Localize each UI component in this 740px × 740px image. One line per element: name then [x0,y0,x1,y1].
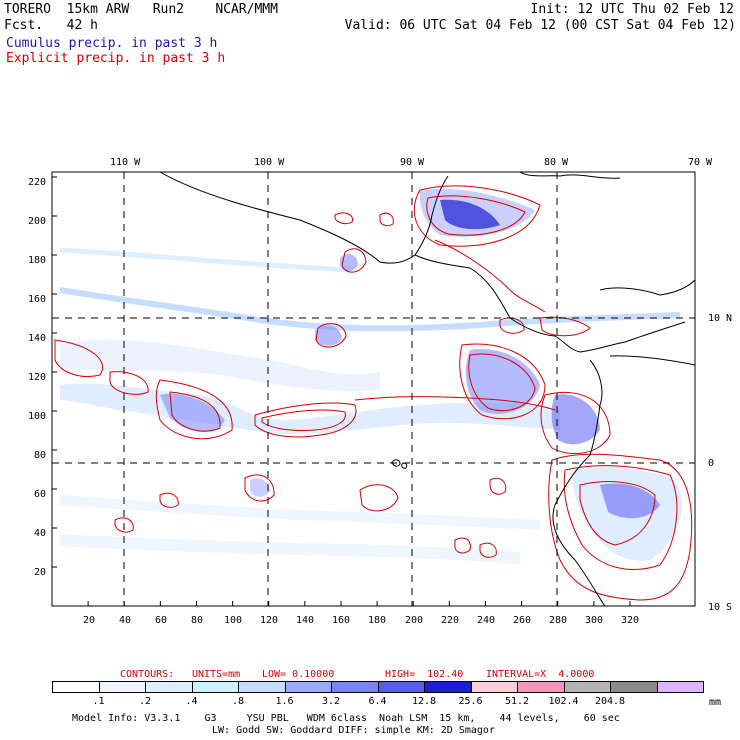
map-frame [51,171,696,607]
contour-label: CONTOURS: [120,669,175,680]
colorbar-bin [517,681,565,693]
y-tick-200: 200 [28,216,47,227]
y-tick-100: 100 [28,411,47,422]
x-tick-240: 240 [477,615,496,626]
precip-fields [54,185,693,601]
colorbar-bin [145,681,193,693]
x-tick-180: 180 [368,615,387,626]
x-tick-280: 280 [549,615,568,626]
lon-label-90w: 90 W [400,157,425,168]
model-title: TORERO 15km ARW Run2 NCAR/MMM [4,2,278,17]
y-tick-120: 120 [28,372,47,383]
y-tick-140: 140 [28,333,47,344]
x-tick-260: 260 [513,615,532,626]
model-info: Model Info: V3.3.1 G3 YSU PBL WDM 6class… [72,713,620,724]
colorbar-label: 102.4 [548,696,579,707]
colorbar-bin [424,681,472,693]
cumulus-precip [59,188,682,564]
colorbar-label: 1.6 [275,696,294,707]
colorbar-bin [238,681,286,693]
lon-label-100w: 100 W [254,157,285,168]
x-tick-300: 300 [585,615,604,626]
colorbar-bin [563,681,611,693]
y-tick-180: 180 [28,255,47,266]
lon-label-110w: 110 W [110,157,141,168]
colorbar-bin [191,681,239,693]
colorbar-bin [470,681,518,693]
x-tick-320: 320 [621,615,640,626]
contour-units: UNITS=mm [192,669,241,680]
coastlines [159,172,695,606]
colorbar-label: 51.2 [504,696,530,707]
lon-label-70w: 70 W [688,157,713,168]
x-tick-20: 20 [83,615,96,626]
x-tick-40: 40 [119,615,132,626]
y-tick-80: 80 [34,450,47,461]
physics-info: LW: Godd SW: Goddard DIFF: simple KM: 2D… [212,725,495,736]
colorbar-bin [98,681,146,693]
lon-label-80w: 80 W [544,157,569,168]
y-tick-20: 20 [34,567,47,578]
x-tick-220: 220 [441,615,460,626]
contour-high: HIGH= 102.40 [385,669,464,680]
init-time: Init: 12 UTC Thu 02 Feb 12 [530,2,735,17]
colorbar-label: 6.4 [368,696,387,707]
legend-cumulus: Cumulus precip. in past 3 h [6,36,218,51]
contour-interval: INTERVAL=X 4.0000 [486,669,595,680]
x-tick-80: 80 [191,615,204,626]
x-tick-100: 100 [224,615,243,626]
x-tick-140: 140 [296,615,315,626]
latlon-grid [52,172,695,606]
valid-time: Valid: 06 UTC Sat 04 Feb 12 (00 CST Sat … [344,18,736,33]
colorbar-units: mm [709,697,722,708]
y-tick-160: 160 [28,294,47,305]
y-tick-40: 40 [34,528,47,539]
colorbar-bin [331,681,379,693]
colorbar-label: 12.8 [411,696,437,707]
forecast-hour: Fcst. 42 h [4,18,98,33]
colorbar-label: 3.2 [321,696,341,707]
colorbar-label: .8 [231,696,245,707]
y-tick-220: 220 [28,177,47,188]
x-tick-200: 200 [405,615,424,626]
x-tick-120: 120 [260,615,279,626]
x-tick-60: 60 [155,615,168,626]
colorbar-label: .2 [138,696,152,707]
lat-label-0: 0 [708,458,715,469]
colorbar-bin [656,681,704,693]
lat-label-10n: 10 N [708,313,733,324]
lat-label-10s: 10 S [708,602,733,613]
colorbar-bin [52,681,100,693]
colorbar-bin [610,681,658,693]
colorbar-label: 25.6 [458,696,483,707]
x-tick-160: 160 [332,615,351,626]
colorbar-bin [284,681,332,693]
legend-explicit: Explicit precip. in past 3 h [6,51,226,66]
colorbar-label: .1 [92,696,105,707]
axis-ticks [51,176,631,607]
colorbar-label: 204.8 [594,696,626,707]
explicit-contours [54,185,693,601]
colorbar-label: .4 [185,696,198,707]
contour-low: LOW= 0.10000 [262,669,335,680]
colorbar-bin [377,681,425,693]
y-tick-60: 60 [34,489,47,500]
